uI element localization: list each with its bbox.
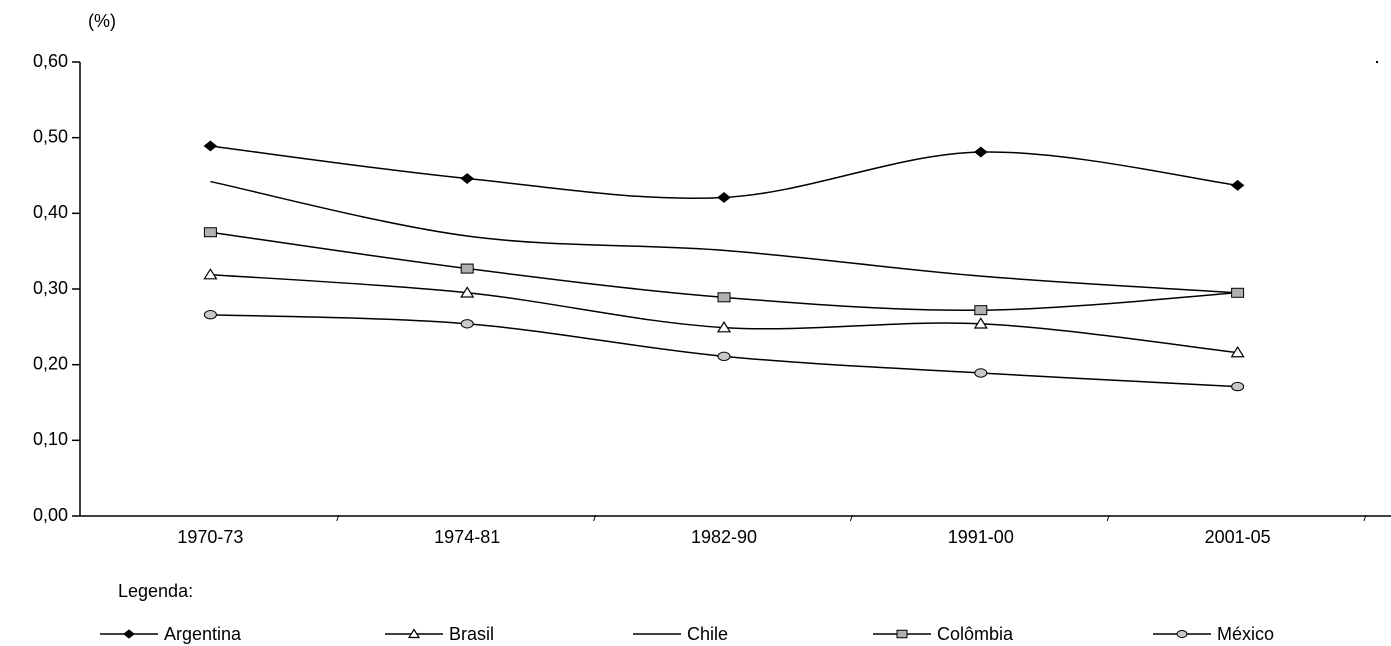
x-tick-label: 1991-00 xyxy=(948,527,1014,547)
x-tick-label: 1970-73 xyxy=(177,527,243,547)
marker xyxy=(896,629,908,639)
marker xyxy=(123,629,135,639)
x-tick xyxy=(849,514,853,522)
marker xyxy=(203,268,218,280)
marker xyxy=(460,286,475,298)
marker xyxy=(974,368,988,378)
corner-mark xyxy=(1376,61,1378,63)
x-tick-label: 1982-90 xyxy=(691,527,757,547)
y-tick-label: 0,10 xyxy=(33,429,68,449)
marker xyxy=(716,321,732,333)
x-tick xyxy=(593,514,597,522)
marker xyxy=(203,227,217,238)
legend-label: Argentina xyxy=(164,624,242,644)
x-tick-label: 1974-81 xyxy=(434,527,500,547)
marker xyxy=(973,146,988,158)
series-line xyxy=(210,180,1238,294)
x-tick-label: 2001-05 xyxy=(1205,527,1271,547)
marker xyxy=(1176,630,1188,638)
marker xyxy=(717,351,731,362)
y-tick-label: 0,00 xyxy=(33,505,68,525)
marker xyxy=(717,192,731,203)
y-tick-label: 0,50 xyxy=(33,126,68,146)
y-tick-label: 0,30 xyxy=(33,278,68,298)
marker xyxy=(973,317,988,329)
marker xyxy=(460,173,475,184)
marker xyxy=(1231,381,1245,392)
y-tick-label: 0,40 xyxy=(33,202,68,222)
marker xyxy=(974,305,988,316)
marker xyxy=(203,140,218,152)
legend-label: Brasil xyxy=(449,624,494,644)
marker xyxy=(407,628,421,639)
marker xyxy=(1230,346,1245,358)
series-line xyxy=(210,273,1238,354)
marker xyxy=(460,319,474,329)
x-tick xyxy=(336,514,340,522)
x-tick xyxy=(1106,514,1110,522)
legend-label: Chile xyxy=(687,624,728,644)
marker xyxy=(1230,179,1245,191)
marker xyxy=(460,263,474,274)
series-line xyxy=(210,145,1238,199)
legend-title: Legenda: xyxy=(118,581,193,601)
marker xyxy=(203,310,217,320)
y-tick-label: 0,20 xyxy=(33,353,68,373)
x-tick xyxy=(1363,514,1367,522)
marker xyxy=(717,292,731,303)
legend-label: México xyxy=(1217,624,1274,644)
y-axis-label: (%) xyxy=(88,11,116,31)
marker xyxy=(1231,287,1245,298)
legend-label: Colômbia xyxy=(937,624,1014,644)
y-tick-label: 0,60 xyxy=(33,51,68,71)
